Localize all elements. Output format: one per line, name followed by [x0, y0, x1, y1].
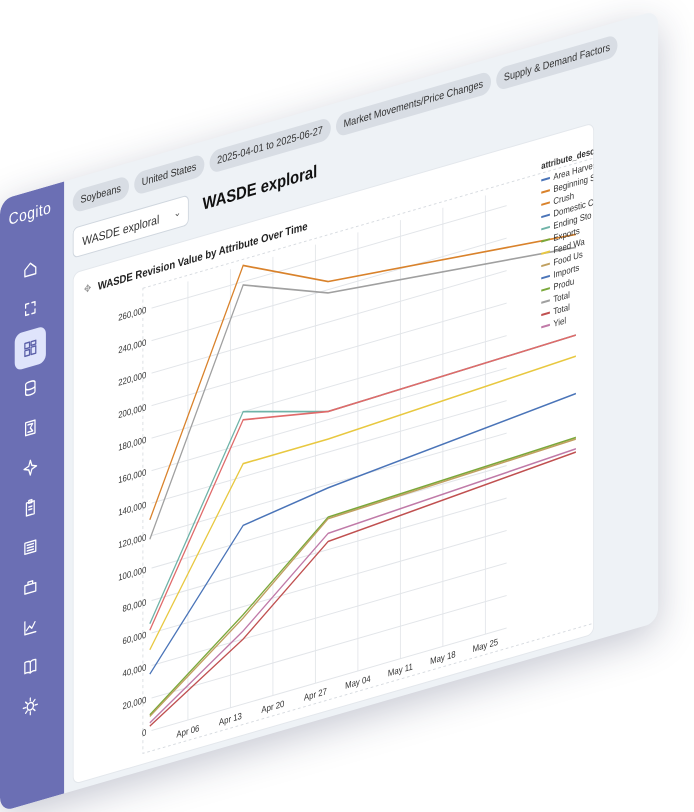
sidebar-item-newspaper[interactable] — [15, 524, 46, 570]
legend-swatch — [541, 276, 550, 279]
sidebar-item-book[interactable] — [15, 644, 46, 690]
legend-swatch — [541, 178, 550, 181]
y-tick-label: 260,000 — [118, 304, 146, 323]
sidebar: Cogito — [0, 182, 64, 812]
legend-swatch — [541, 251, 550, 254]
y-tick-label: 20,000 — [123, 694, 147, 712]
x-tick-label: Apr 13 — [219, 710, 242, 727]
chevron-down-icon: ⌄ — [174, 198, 181, 231]
line-chart-icon — [23, 615, 39, 638]
x-tick-label: Apr 06 — [176, 722, 199, 739]
x-tick-label: Apr 20 — [261, 698, 284, 715]
newspaper-icon — [23, 536, 39, 559]
database-icon — [23, 377, 39, 400]
grid-line-horizontal — [152, 271, 507, 374]
grid-line-horizontal — [152, 628, 507, 731]
legend-swatch — [541, 202, 550, 205]
sidebar-item-sigma[interactable] — [15, 405, 46, 451]
y-tick-label: 140,000 — [118, 499, 146, 518]
legend-swatch — [541, 325, 550, 328]
legend-swatch — [541, 215, 550, 218]
sparkles-icon — [23, 456, 39, 479]
grid-line-horizontal — [152, 336, 507, 439]
clipboard-icon — [23, 496, 39, 519]
x-tick-label: Apr 27 — [304, 686, 327, 703]
settings-icon — [23, 695, 39, 718]
grid-line-horizontal — [152, 368, 507, 471]
sidebar-item-dashboard[interactable] — [15, 325, 46, 371]
dashboard-icon — [23, 337, 39, 360]
view-select-value: WASDE exploral — [82, 212, 159, 249]
y-tick-label: 100,000 — [118, 564, 146, 583]
legend-swatch — [541, 190, 550, 193]
series-line — [150, 316, 576, 624]
y-tick-label: 160,000 — [118, 467, 146, 486]
y-tick-label: 180,000 — [118, 434, 146, 453]
legend-swatch — [541, 313, 550, 316]
grid-line-horizontal — [152, 498, 507, 601]
filter-chip[interactable]: Supply & Demand Factors — [496, 34, 618, 92]
legend-swatch — [541, 264, 550, 267]
sigma-icon — [23, 416, 39, 439]
filter-chip[interactable]: Market Movements/Price Changes — [336, 71, 491, 138]
legend-swatch — [541, 300, 550, 303]
app-logo: Cogito — [9, 199, 52, 230]
sidebar-item-scan[interactable] — [15, 286, 46, 332]
filter-chip[interactable]: United States — [134, 153, 204, 196]
home-icon — [23, 257, 39, 280]
y-tick-label: 40,000 — [123, 662, 147, 680]
sidebar-item-database[interactable] — [15, 365, 46, 411]
legend-item: Yiel — [553, 315, 566, 329]
filter-chip[interactable]: Soybeans — [73, 175, 129, 214]
y-tick-label: 200,000 — [118, 402, 146, 421]
legend-swatch — [541, 227, 550, 230]
x-tick-label: May 25 — [473, 636, 499, 654]
grid-line-horizontal — [152, 596, 507, 699]
x-tick-label: May 18 — [430, 648, 456, 666]
x-tick-label: May 11 — [388, 661, 413, 679]
y-tick-label: 220,000 — [118, 369, 146, 388]
legend-swatch — [541, 239, 550, 242]
briefcase-icon — [23, 576, 39, 599]
y-tick-label: 120,000 — [118, 532, 146, 551]
drag-handle-icon[interactable]: ✥ — [84, 283, 91, 296]
y-tick-label: 0 — [142, 727, 146, 739]
y-tick-label: 80,000 — [123, 597, 147, 615]
sidebar-item-clipboard[interactable] — [15, 485, 46, 531]
grid-line-horizontal — [152, 531, 507, 634]
sidebar-item-settings[interactable] — [15, 683, 46, 729]
sidebar-item-briefcase[interactable] — [15, 564, 46, 610]
scan-icon — [23, 297, 39, 320]
legend-swatch — [541, 288, 550, 291]
series-line — [150, 394, 576, 675]
grid-line-horizontal — [152, 433, 507, 536]
sidebar-item-home[interactable] — [15, 246, 46, 292]
y-tick-label: 240,000 — [118, 337, 146, 356]
sidebar-item-line-chart[interactable] — [15, 604, 46, 650]
sidebar-item-sparkles[interactable] — [15, 445, 46, 491]
book-icon — [23, 655, 39, 678]
